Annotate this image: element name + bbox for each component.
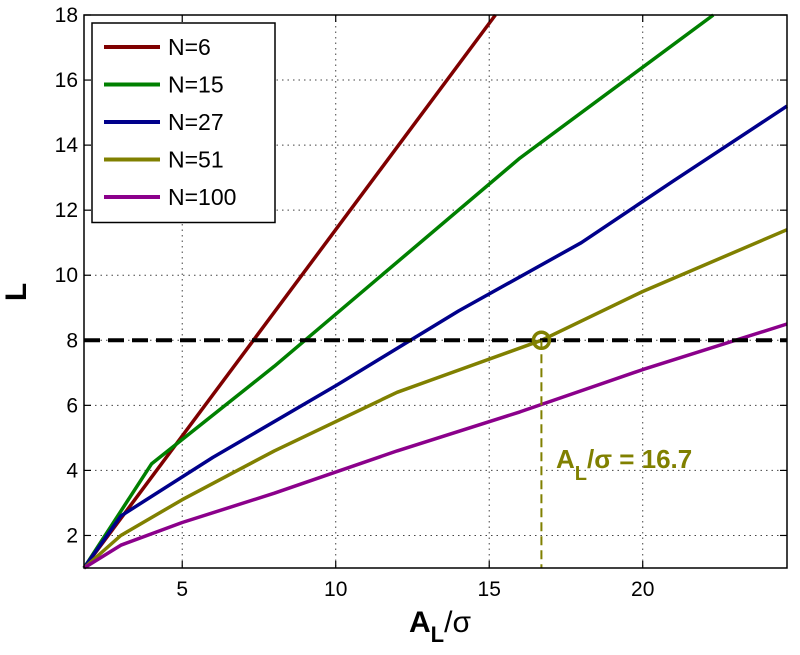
x-tick-label: 15: [478, 578, 501, 601]
x-axis-label: AL/σ: [409, 606, 471, 647]
annotation-sub: L: [575, 463, 587, 485]
series-line-n100: [83, 322, 788, 570]
annotation-main: A: [556, 444, 575, 474]
legend-entry: N=27: [168, 109, 224, 135]
x-axis-label-tail: /σ: [444, 606, 471, 639]
y-axis-label: L: [0, 283, 33, 301]
series-line-n6: [82, 13, 497, 570]
axis-ticks: 5 10 15 20 2 4 6 8 10 12 14 16 18: [55, 4, 787, 601]
y-tick-label: 6: [66, 394, 78, 417]
legend-entry: N=100: [168, 184, 236, 210]
x-tick-label: 10: [324, 578, 347, 601]
x-tick-label: 20: [631, 578, 654, 601]
legend-entry: N=6: [168, 34, 211, 60]
y-tick-label: 10: [55, 264, 78, 287]
legend: N=6 N=15 N=27 N=51 N=100: [91, 22, 276, 224]
series-line-n51: [82, 228, 788, 570]
x-tick-label: 5: [176, 578, 188, 601]
y-tick-label: 18: [55, 4, 78, 27]
x-axis-label-sub: L: [431, 622, 444, 647]
reference-lines: [84, 330, 787, 568]
plot-frame: [83, 14, 788, 569]
series-lines: [82, 13, 788, 570]
legend-entry: N=15: [168, 72, 224, 98]
y-tick-label: 16: [55, 69, 78, 92]
y-tick-label: 12: [55, 199, 78, 222]
annotation-label: AL/σ = 16.7: [556, 444, 692, 485]
legend-entry: N=51: [168, 147, 224, 173]
annotation-tail: /σ = 16.7: [587, 444, 692, 474]
series-line-n27: [82, 104, 788, 570]
intersection-marker: [531, 330, 552, 351]
y-tick-label: 8: [66, 329, 78, 352]
series-line-n15: [82, 13, 715, 569]
y-tick-label: 2: [66, 524, 78, 547]
x-axis-label-main: A: [409, 606, 431, 639]
y-tick-label: 4: [66, 459, 78, 482]
y-tick-label: 14: [55, 134, 79, 157]
